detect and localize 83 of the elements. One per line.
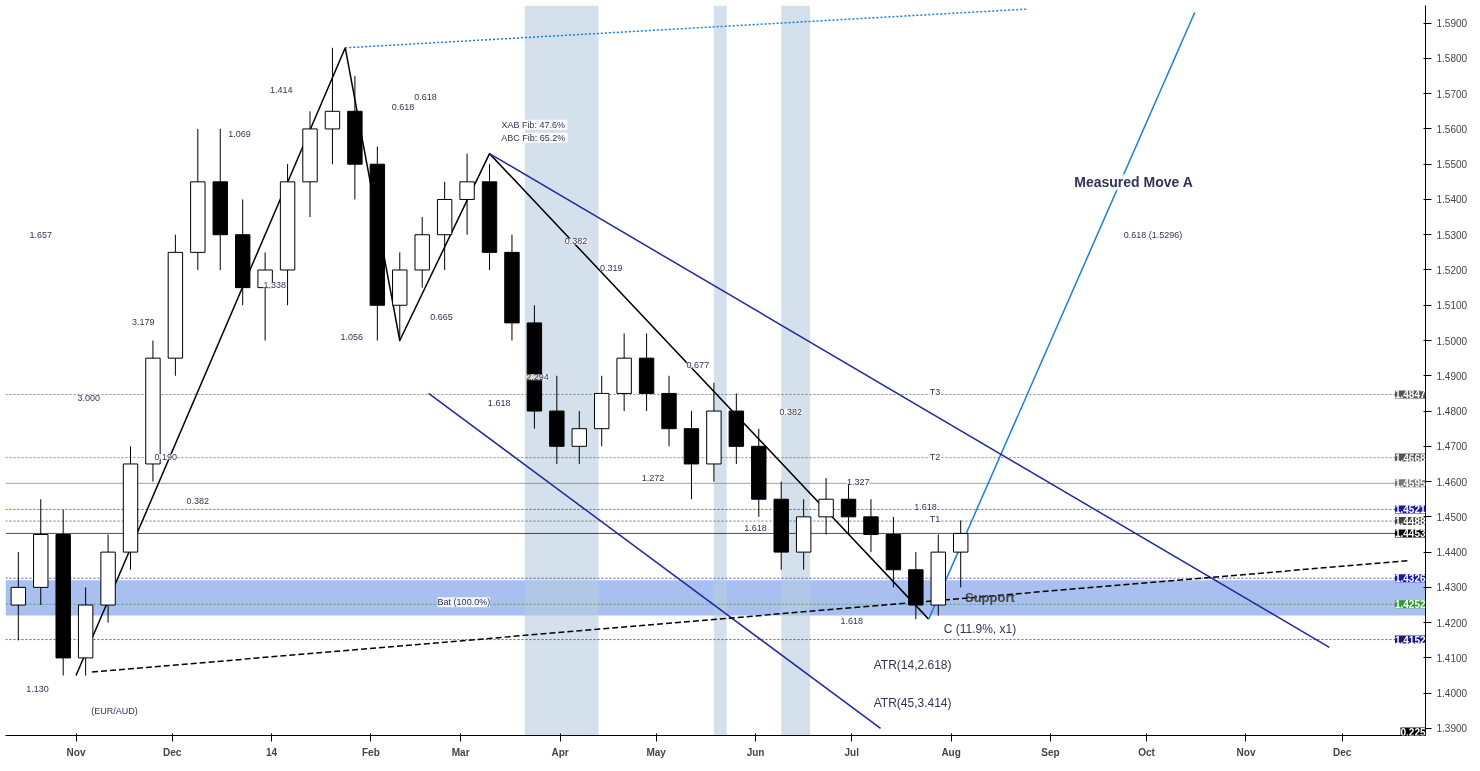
annotation: Bat (100.0%) xyxy=(437,597,491,608)
ref-line-label: 1.4668 xyxy=(1394,452,1426,464)
annotation: 0.618 xyxy=(391,101,415,112)
annotation: 1.272 xyxy=(641,473,665,484)
x-tick-label: Jul xyxy=(844,746,860,758)
x-tick-label: Dec xyxy=(163,746,182,758)
annotation: 0.225 xyxy=(1400,726,1426,738)
y-tick-label: 1.4000 xyxy=(1436,688,1468,700)
annotation: 0.618 (1.5296) xyxy=(1123,230,1183,241)
annotation: T2 xyxy=(929,451,941,462)
y-tick-label: 1.4300 xyxy=(1436,582,1468,594)
annotation: 1.338 xyxy=(263,280,287,291)
annotation: (EUR/AUD) xyxy=(91,705,138,716)
annotation: 0.677 xyxy=(686,360,710,371)
annotation: 3.179 xyxy=(132,316,155,327)
y-tick-label: 1.5400 xyxy=(1436,194,1468,206)
x-tick-label: Apr xyxy=(551,746,569,758)
y-tick-label: 1.3900 xyxy=(1436,723,1468,735)
y-tick-label: 1.4800 xyxy=(1436,406,1468,418)
y-tick-label: 1.4900 xyxy=(1436,370,1468,382)
annotation: 0.382 xyxy=(779,407,803,418)
annotation: 1.056 xyxy=(340,332,363,343)
annotation: 1.327 xyxy=(846,476,870,487)
candlestick xyxy=(459,153,475,236)
x-tick-label: Nov xyxy=(1236,746,1256,758)
annotation: XAB Fib: 47.6% xyxy=(501,119,565,130)
x-tick-label: Jun xyxy=(746,746,765,758)
ref-line-label: 1.4326 xyxy=(1394,573,1426,585)
y-tick-label: 1.5600 xyxy=(1436,123,1468,135)
ref-line-label: 1.4847 xyxy=(1394,389,1426,401)
y-tick-label: 1.5800 xyxy=(1436,53,1468,65)
annotation: 1.618 xyxy=(744,523,767,534)
annotation: 3.000 xyxy=(77,392,101,403)
candlestick xyxy=(571,410,587,465)
annotation: T1 xyxy=(929,513,941,524)
y-tick-label: 1.5100 xyxy=(1436,300,1468,312)
y-tick-label: 1.4700 xyxy=(1436,441,1468,453)
annotation: 0.665 xyxy=(430,312,453,323)
x-tick-label: Mar xyxy=(451,746,470,758)
annotation: 1.069 xyxy=(228,128,251,139)
x-tick-label: Dec xyxy=(1332,746,1352,758)
x-tick-label: Aug xyxy=(941,746,961,758)
annotation: ATR(45,3.414) xyxy=(873,696,952,711)
annotation: 2.294 xyxy=(526,372,549,383)
x-tick-label: 14 xyxy=(265,746,278,758)
x-tick-label: Sep xyxy=(1041,746,1060,758)
annotation: 1.618 xyxy=(914,502,937,513)
annotation: 1.618 xyxy=(487,398,511,409)
ref-line-label: 1.4488 xyxy=(1394,516,1426,528)
y-tick-label: 1.5200 xyxy=(1436,264,1468,276)
y-tick-label: 1.4500 xyxy=(1436,511,1468,523)
annotation: C (11.9%, x1) xyxy=(943,622,1017,637)
y-tick-label: 1.4200 xyxy=(1436,617,1468,629)
x-tick-label: Nov xyxy=(66,746,86,758)
annotation: 0.618 xyxy=(414,92,437,103)
x-tick-label: May xyxy=(646,746,667,758)
annotation: 0.190 xyxy=(154,451,178,462)
annotation: 1.130 xyxy=(26,683,49,694)
x-tick-label: Feb xyxy=(362,746,380,758)
y-tick-label: 1.5300 xyxy=(1436,229,1468,241)
annotation: 1.657 xyxy=(29,229,53,240)
y-tick-label: 1.5000 xyxy=(1436,335,1468,347)
ref-line-label: 1.4521 xyxy=(1394,504,1426,516)
annotation: 0.382 xyxy=(564,236,588,247)
annotation: Measured Move A xyxy=(1074,174,1193,191)
candlestick xyxy=(10,551,27,641)
annotation: ABC Fib: 65.2% xyxy=(501,132,566,143)
annotation: 1.414 xyxy=(269,85,293,96)
annotation: 0.319 xyxy=(600,262,623,273)
ref-line-label: 1.4152 xyxy=(1394,634,1426,646)
x-tick-label: Oct xyxy=(1138,746,1156,758)
annotation: ATR(14,2.618) xyxy=(873,658,952,673)
y-tick-label: 1.5500 xyxy=(1436,159,1468,171)
y-tick-label: 1.4600 xyxy=(1436,476,1468,488)
annotation: 1.618 xyxy=(840,615,863,626)
band-label: Support xyxy=(964,590,1016,606)
annotation: 0.382 xyxy=(186,496,210,507)
ref-line-label: 1.4453 xyxy=(1394,528,1426,540)
annotation: T3 xyxy=(929,386,941,397)
y-tick-label: 1.5900 xyxy=(1436,18,1468,30)
y-tick-label: 1.5700 xyxy=(1436,88,1468,100)
y-tick-label: 1.4100 xyxy=(1436,652,1468,664)
y-tick-label: 1.4400 xyxy=(1436,547,1468,559)
